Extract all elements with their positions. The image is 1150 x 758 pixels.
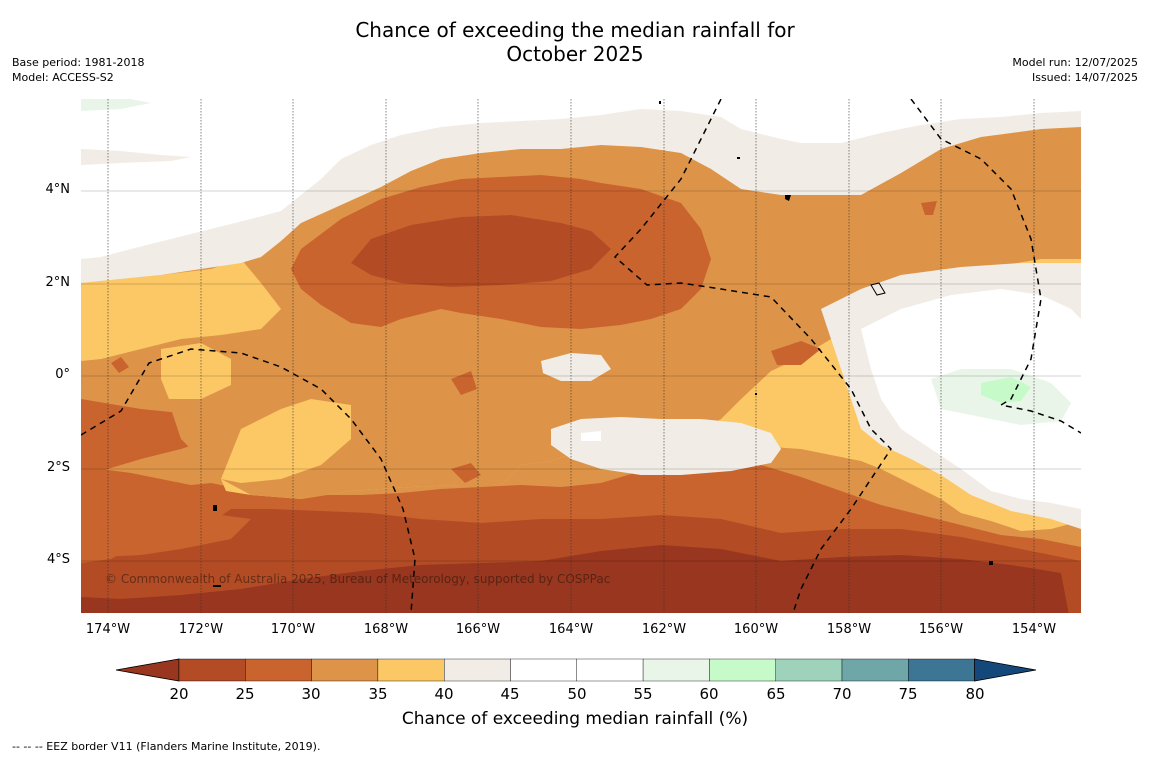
x-tick-label: 160°W [733,622,779,637]
rainfall-contours [81,99,1081,613]
title-line-1: Chance of exceeding the median rainfall … [355,18,795,42]
colorbar-label: 75 [898,685,918,703]
x-tick-label: 154°W [1011,622,1057,637]
x-tick-label: 156°W [918,622,964,637]
x-tick-label: 158°W [826,622,872,637]
colorbar-segment [642,658,710,682]
colorbar-label: 70 [832,685,852,703]
colorbar-label: 35 [368,685,388,703]
meta-left: Base period: 1981-2018 Model: ACCESS-S2 [12,55,144,85]
x-tick-label: 170°W [270,622,316,637]
colorbar-svg [115,658,1037,682]
base-period-text: Base period: 1981-2018 [12,56,145,69]
colorbar-label: 50 [567,685,587,703]
colorbar-segment [576,658,644,682]
meta-right: Model run: 12/07/2025 Issued: 14/07/2025 [1012,55,1138,85]
y-tick-label: 2°N [45,275,71,290]
colorbar-label: 30 [301,685,321,703]
colorbar-label: 25 [235,685,255,703]
colorbar-high-extension [974,658,1037,682]
x-tick-label: 174°W [85,622,131,637]
model-text: Model: ACCESS-S2 [12,71,114,84]
colorbar-segment [178,658,246,682]
y-tick-label: 4°S [46,552,70,567]
map-title: Chance of exceeding the median rainfall … [0,18,1150,66]
colorbar-title: Chance of exceeding median rainfall (%) [401,709,749,729]
colorbar-label: 65 [766,685,786,703]
copyright-notice: © Commonwealth of Australia 2025, Bureau… [105,572,611,586]
colorbar-label: 60 [699,685,719,703]
model-run-text: Model run: 12/07/2025 [1012,56,1138,69]
colorbar-label: 20 [169,685,189,703]
colorbar-segment [444,658,511,682]
title-line-2: October 2025 [506,42,644,66]
colorbar-label: 45 [500,685,520,703]
colorbar-segment [709,658,776,682]
rainfall-map [81,99,1081,613]
colorbar-segment [841,658,909,682]
y-tick-label: 4°N [45,182,71,197]
x-tick-label: 172°W [178,622,224,637]
colorbar-segment [510,658,578,682]
y-tick-label: 0° [55,367,70,382]
colorbar-segment [377,658,445,682]
colorbar-label: 40 [434,685,454,703]
eez-border-note: -- -- -- EEZ border V11 (Flanders Marine… [12,740,321,753]
colorbar-segment [908,658,975,682]
x-tick-label: 168°W [363,622,409,637]
issued-text: Issued: 14/07/2025 [1031,71,1138,84]
colorbar [0,652,1150,686]
x-tick-label: 166°W [455,622,501,637]
x-tick-label: 162°W [641,622,687,637]
colorbar-label: 80 [965,685,985,703]
colorbar-label: 55 [633,685,653,703]
x-tick-label: 164°W [548,622,594,637]
colorbar-segment [311,658,379,682]
colorbar-segment [245,658,312,682]
colorbar-low-extension [115,658,180,682]
colorbar-segment [775,658,843,682]
y-tick-label: 2°S [46,460,70,475]
